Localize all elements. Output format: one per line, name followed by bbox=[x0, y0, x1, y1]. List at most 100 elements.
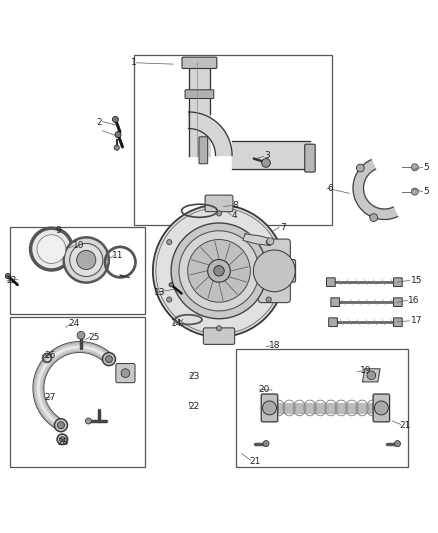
Circle shape bbox=[102, 353, 116, 366]
Text: 4: 4 bbox=[232, 211, 238, 220]
Polygon shape bbox=[363, 369, 380, 382]
Circle shape bbox=[263, 441, 269, 447]
Polygon shape bbox=[188, 62, 210, 114]
Circle shape bbox=[261, 158, 270, 167]
Text: 18: 18 bbox=[269, 341, 281, 350]
Circle shape bbox=[216, 326, 222, 331]
Text: 15: 15 bbox=[410, 276, 422, 285]
Circle shape bbox=[267, 238, 274, 245]
FancyBboxPatch shape bbox=[373, 394, 390, 422]
Circle shape bbox=[5, 273, 11, 279]
Circle shape bbox=[367, 371, 376, 379]
Circle shape bbox=[411, 164, 418, 171]
Polygon shape bbox=[243, 234, 273, 246]
Circle shape bbox=[266, 297, 272, 302]
Circle shape bbox=[77, 251, 96, 270]
Text: 28: 28 bbox=[57, 438, 68, 447]
Text: 5: 5 bbox=[424, 163, 429, 172]
Text: 25: 25 bbox=[88, 333, 100, 342]
FancyBboxPatch shape bbox=[182, 57, 217, 68]
Circle shape bbox=[153, 205, 285, 337]
Circle shape bbox=[115, 132, 121, 138]
Text: 19: 19 bbox=[360, 367, 372, 375]
Circle shape bbox=[179, 231, 259, 311]
Text: 21: 21 bbox=[250, 457, 261, 465]
FancyBboxPatch shape bbox=[331, 298, 339, 306]
FancyBboxPatch shape bbox=[203, 328, 235, 344]
Text: 22: 22 bbox=[188, 402, 200, 411]
FancyBboxPatch shape bbox=[326, 278, 335, 287]
Circle shape bbox=[214, 265, 224, 276]
FancyBboxPatch shape bbox=[134, 55, 332, 225]
Circle shape bbox=[216, 211, 222, 216]
Text: 27: 27 bbox=[44, 393, 56, 402]
Circle shape bbox=[208, 260, 230, 282]
Text: 9: 9 bbox=[56, 227, 62, 235]
FancyBboxPatch shape bbox=[199, 137, 208, 164]
Text: 17: 17 bbox=[410, 317, 422, 326]
Text: 1: 1 bbox=[131, 58, 136, 67]
Circle shape bbox=[374, 401, 389, 415]
Text: 24: 24 bbox=[69, 319, 80, 328]
Circle shape bbox=[266, 239, 272, 245]
Circle shape bbox=[171, 223, 267, 319]
Circle shape bbox=[60, 437, 65, 442]
FancyBboxPatch shape bbox=[185, 90, 214, 99]
Text: 2: 2 bbox=[96, 118, 102, 127]
FancyBboxPatch shape bbox=[261, 394, 278, 422]
Text: 13: 13 bbox=[154, 288, 165, 297]
FancyBboxPatch shape bbox=[205, 195, 233, 212]
Circle shape bbox=[253, 250, 295, 292]
Circle shape bbox=[70, 244, 103, 277]
Text: 10: 10 bbox=[73, 241, 85, 250]
FancyBboxPatch shape bbox=[393, 298, 402, 306]
Circle shape bbox=[114, 145, 119, 150]
Circle shape bbox=[411, 188, 418, 195]
FancyBboxPatch shape bbox=[328, 318, 337, 327]
Text: 14: 14 bbox=[171, 319, 183, 328]
Circle shape bbox=[64, 237, 109, 282]
FancyBboxPatch shape bbox=[278, 260, 296, 282]
Circle shape bbox=[54, 419, 67, 432]
Circle shape bbox=[262, 401, 276, 415]
Circle shape bbox=[166, 297, 172, 302]
Circle shape bbox=[121, 369, 130, 377]
Circle shape bbox=[57, 422, 64, 429]
Text: 26: 26 bbox=[44, 351, 56, 360]
Circle shape bbox=[85, 418, 92, 424]
FancyBboxPatch shape bbox=[393, 278, 402, 287]
Text: 5: 5 bbox=[424, 187, 429, 196]
Circle shape bbox=[37, 235, 66, 263]
FancyBboxPatch shape bbox=[10, 228, 145, 314]
Polygon shape bbox=[188, 112, 232, 156]
FancyBboxPatch shape bbox=[237, 349, 408, 467]
Polygon shape bbox=[353, 160, 398, 220]
Text: 21: 21 bbox=[399, 421, 411, 430]
Text: 6: 6 bbox=[328, 184, 334, 192]
Text: 16: 16 bbox=[408, 296, 420, 305]
Text: 20: 20 bbox=[258, 385, 269, 394]
Polygon shape bbox=[188, 114, 210, 156]
Circle shape bbox=[57, 434, 67, 445]
Text: 23: 23 bbox=[188, 372, 200, 381]
Polygon shape bbox=[232, 141, 311, 168]
Circle shape bbox=[166, 239, 172, 245]
FancyBboxPatch shape bbox=[10, 317, 145, 467]
FancyBboxPatch shape bbox=[393, 318, 402, 327]
Circle shape bbox=[187, 239, 251, 302]
Circle shape bbox=[113, 116, 118, 123]
Text: 12: 12 bbox=[6, 276, 17, 285]
FancyBboxPatch shape bbox=[305, 144, 315, 172]
Text: 8: 8 bbox=[232, 201, 238, 210]
Circle shape bbox=[77, 332, 85, 339]
FancyBboxPatch shape bbox=[258, 239, 290, 303]
Circle shape bbox=[357, 164, 364, 172]
Text: 11: 11 bbox=[113, 251, 124, 260]
Text: 7: 7 bbox=[280, 223, 286, 232]
Circle shape bbox=[370, 214, 378, 222]
Circle shape bbox=[106, 356, 113, 362]
Circle shape bbox=[156, 208, 282, 334]
Circle shape bbox=[169, 282, 173, 287]
FancyBboxPatch shape bbox=[116, 364, 135, 383]
Circle shape bbox=[31, 228, 72, 270]
